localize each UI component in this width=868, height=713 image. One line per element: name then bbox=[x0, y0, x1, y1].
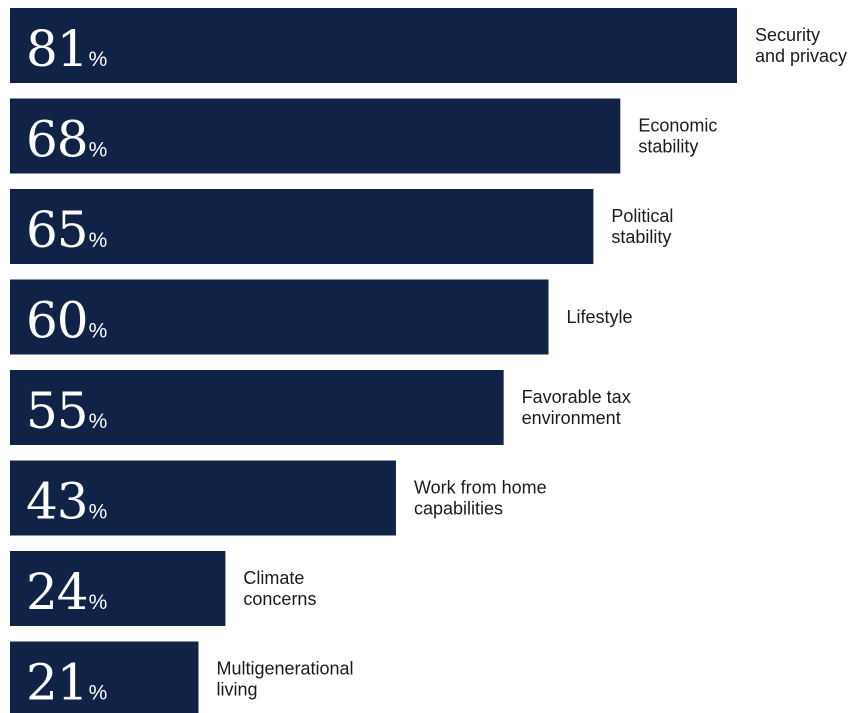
bar-group: 68% Economic stability bbox=[10, 98, 717, 174]
bar bbox=[10, 370, 504, 445]
bar-group: 60% Lifestyle bbox=[10, 279, 633, 355]
bar-value-number: 81 bbox=[26, 20, 88, 78]
category-label-line: and privacy bbox=[755, 46, 847, 66]
bar bbox=[10, 551, 226, 626]
category-label-line: Political bbox=[611, 206, 673, 226]
bar bbox=[10, 8, 737, 83]
category-label-line: Climate bbox=[243, 568, 304, 588]
category-label-line: environment bbox=[522, 408, 621, 428]
category-label-line: Economic bbox=[638, 116, 717, 136]
bar-value-number: 21 bbox=[26, 654, 88, 712]
bar-value-number: 68 bbox=[26, 111, 88, 169]
category-label: Political stability bbox=[611, 206, 673, 247]
bar-value-label: 65% bbox=[26, 201, 107, 259]
bar-value-unit: % bbox=[89, 229, 108, 252]
bar-value-number: 24 bbox=[26, 563, 88, 621]
bar-group: 24% Climate concerns bbox=[10, 551, 316, 626]
category-label: Economic stability bbox=[638, 116, 717, 157]
bar-group: 43% Work from home capabilities bbox=[10, 460, 547, 536]
category-label: Climate concerns bbox=[243, 568, 316, 609]
bar-value-label: 21% bbox=[26, 654, 107, 712]
bar-value-number: 65 bbox=[26, 201, 88, 259]
bar-value-unit: % bbox=[89, 48, 108, 71]
bar-value-label: 55% bbox=[26, 382, 107, 440]
category-label-line: Favorable tax bbox=[522, 387, 631, 407]
bar-value-unit: % bbox=[89, 320, 108, 343]
category-label-line: Security bbox=[755, 25, 820, 45]
bar bbox=[10, 189, 594, 264]
category-label: Security and privacy bbox=[755, 25, 847, 66]
bar bbox=[10, 460, 396, 536]
bar-group: 55% Favorable tax environment bbox=[10, 370, 631, 445]
category-label-line: Lifestyle bbox=[567, 307, 633, 327]
bar-group: 21% Multigenerational living bbox=[10, 641, 354, 713]
category-label-line: capabilities bbox=[414, 499, 503, 519]
category-label-line: concerns bbox=[243, 589, 316, 609]
bar-value-unit: % bbox=[89, 139, 108, 162]
bar-group: 81% Security and privacy bbox=[10, 8, 847, 83]
bar bbox=[10, 98, 621, 174]
category-label-line: stability bbox=[611, 227, 671, 247]
category-label-line: Work from home bbox=[414, 478, 547, 498]
bar-value-unit: % bbox=[89, 410, 108, 433]
bar bbox=[10, 641, 199, 713]
bar-value-label: 81% bbox=[26, 20, 107, 78]
category-label: Work from home capabilities bbox=[414, 478, 547, 519]
bar-value-label: 24% bbox=[26, 563, 107, 621]
category-label-line: stability bbox=[638, 137, 698, 157]
bar-value-label: 68% bbox=[26, 111, 107, 169]
bar-value-label: 43% bbox=[26, 473, 107, 531]
bar-value-number: 55 bbox=[26, 382, 88, 440]
bar-value-number: 60 bbox=[26, 292, 88, 350]
bar-value-label: 60% bbox=[26, 292, 107, 350]
bar-value-unit: % bbox=[89, 682, 108, 705]
bar-group: 65% Political stability bbox=[10, 189, 673, 264]
category-label-line: Multigenerational bbox=[216, 659, 353, 679]
category-label: Favorable tax environment bbox=[522, 387, 631, 428]
bar-value-number: 43 bbox=[26, 473, 88, 531]
bar-value-unit: % bbox=[89, 501, 108, 524]
category-label: Multigenerational living bbox=[216, 659, 353, 700]
category-label: Lifestyle bbox=[567, 307, 633, 327]
category-label-line: living bbox=[216, 680, 257, 700]
bar bbox=[10, 279, 549, 355]
bar-value-unit: % bbox=[89, 591, 108, 614]
